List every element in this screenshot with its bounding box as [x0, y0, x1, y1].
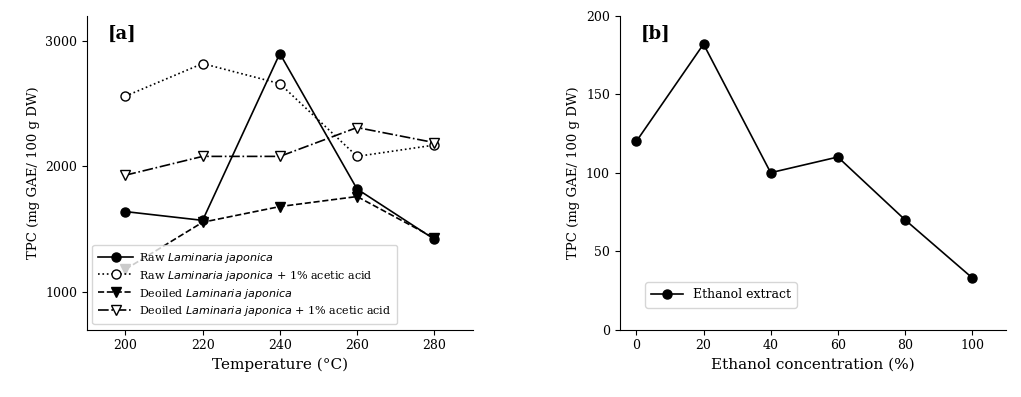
Text: [b]: [b] — [641, 25, 671, 43]
Legend: Ethanol extract: Ethanol extract — [645, 282, 797, 308]
Text: [a]: [a] — [108, 25, 137, 43]
Y-axis label: TPC (mg GAE/ 100 g DW): TPC (mg GAE/ 100 g DW) — [27, 87, 40, 259]
Y-axis label: TPC (mg GAE/ 100 g DW): TPC (mg GAE/ 100 g DW) — [568, 87, 580, 259]
Legend: Raw $\it{Laminaria}$ $\it{japonica}$, Raw $\it{Laminaria}$ $\it{japonica}$ + 1% : Raw $\it{Laminaria}$ $\it{japonica}$, Ra… — [92, 245, 397, 324]
X-axis label: Temperature (°C): Temperature (°C) — [211, 358, 348, 372]
X-axis label: Ethanol concentration (%): Ethanol concentration (%) — [711, 358, 915, 372]
